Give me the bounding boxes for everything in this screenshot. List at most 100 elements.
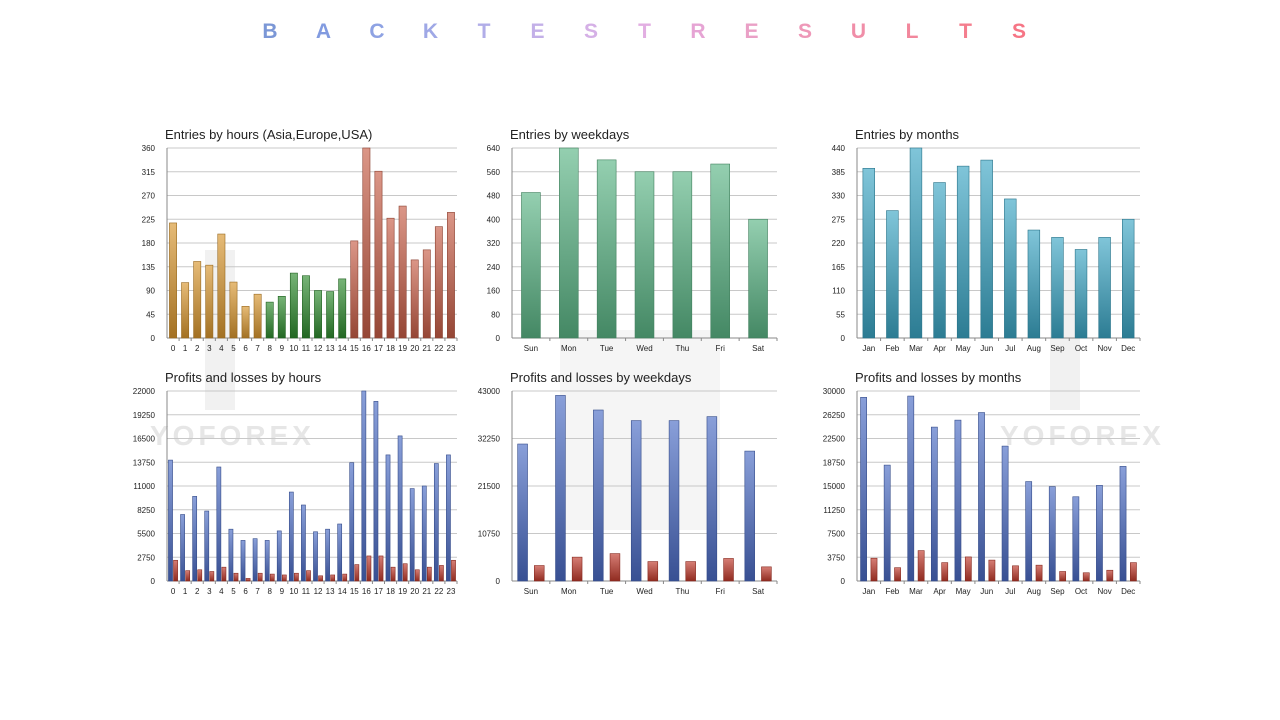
loss-bar bbox=[941, 562, 949, 582]
x-tick-label: 7 bbox=[255, 344, 260, 353]
loss-bar bbox=[330, 574, 336, 582]
y-tick-label: 80 bbox=[491, 310, 500, 319]
loss-bar bbox=[378, 555, 384, 582]
bar bbox=[596, 159, 617, 339]
y-tick-label: 275 bbox=[832, 215, 846, 224]
y-tick-label: 135 bbox=[142, 263, 156, 272]
y-tick-label: 0 bbox=[496, 334, 501, 343]
chart-title: Profits and losses by hours bbox=[165, 370, 322, 385]
x-tick-label: Jun bbox=[980, 587, 993, 596]
x-tick-label: Apr bbox=[933, 587, 946, 596]
x-tick-label: 22 bbox=[434, 344, 443, 353]
loss-bar bbox=[534, 565, 545, 582]
bar bbox=[217, 233, 226, 339]
loss-bar bbox=[245, 578, 251, 582]
loss-bar bbox=[439, 565, 444, 582]
bar bbox=[447, 212, 455, 339]
x-tick-label: 17 bbox=[374, 344, 383, 353]
x-tick-label: 6 bbox=[243, 344, 248, 353]
profit-bar bbox=[907, 395, 915, 582]
loss-bar bbox=[894, 567, 901, 582]
y-tick-label: 360 bbox=[142, 144, 156, 153]
x-tick-label: Thu bbox=[675, 587, 689, 596]
x-tick-label: Jul bbox=[1005, 344, 1015, 353]
loss-bar bbox=[723, 558, 734, 582]
profit-bar bbox=[276, 530, 282, 582]
x-tick-label: 23 bbox=[447, 344, 456, 353]
y-tick-label: 330 bbox=[832, 192, 846, 201]
x-tick-label: 20 bbox=[410, 344, 419, 353]
title-letter: S bbox=[583, 20, 599, 43]
x-tick-label: 8 bbox=[267, 344, 272, 353]
profit-bar bbox=[385, 454, 391, 582]
x-tick-label: 19 bbox=[398, 587, 407, 596]
title-letter: T bbox=[959, 20, 972, 43]
bar bbox=[386, 217, 395, 339]
profit-bar bbox=[421, 485, 427, 582]
loss-bar bbox=[647, 561, 659, 582]
x-tick-label: 22 bbox=[434, 587, 443, 596]
bar bbox=[422, 249, 431, 339]
bar bbox=[1074, 249, 1088, 339]
x-tick-label: 4 bbox=[219, 587, 224, 596]
x-tick-label: 11 bbox=[302, 344, 311, 353]
loss-bar bbox=[366, 555, 372, 582]
entries-by-hours-chart: Entries by hours (Asia,Europe,USA)045901… bbox=[142, 127, 458, 353]
x-tick-label: 1 bbox=[183, 344, 188, 353]
loss-bar bbox=[964, 556, 972, 582]
bar bbox=[634, 171, 655, 339]
chart-title: Profits and losses by weekdays bbox=[510, 370, 692, 385]
y-tick-label: 180 bbox=[142, 239, 156, 248]
chart-title: Profits and losses by months bbox=[855, 370, 1022, 385]
y-tick-label: 240 bbox=[487, 263, 501, 272]
y-tick-label: 26250 bbox=[823, 411, 846, 420]
title-letter: T bbox=[638, 20, 651, 43]
entries-by-weekdays-chart: Entries by weekdays 0 80 160 240 320 400 480 560… bbox=[487, 127, 778, 353]
y-tick-label: 315 bbox=[142, 168, 156, 177]
y-tick-label: 160 bbox=[487, 287, 501, 296]
x-tick-label: Sat bbox=[752, 344, 765, 353]
profits-losses-by-months-chart: Profits and losses by months 0 3750 7500 112… bbox=[823, 370, 1141, 596]
x-tick-label: Jun bbox=[980, 344, 993, 353]
bar bbox=[338, 278, 347, 339]
bar bbox=[1098, 237, 1111, 339]
x-tick-label: Thu bbox=[675, 344, 689, 353]
profit-bar bbox=[1072, 496, 1080, 582]
bar bbox=[350, 240, 359, 339]
x-tick-label: Feb bbox=[885, 344, 899, 353]
x-tick-label: 16 bbox=[362, 344, 371, 353]
bar bbox=[302, 275, 310, 339]
bar bbox=[710, 163, 730, 339]
x-tick-label: Apr bbox=[933, 344, 946, 353]
y-tick-label: 8250 bbox=[137, 506, 155, 515]
loss-bar bbox=[1035, 564, 1043, 582]
profit-bar bbox=[168, 459, 173, 582]
profit-bar bbox=[240, 540, 246, 582]
y-tick-label: 640 bbox=[487, 144, 501, 153]
bar bbox=[169, 222, 177, 339]
title-letter: B bbox=[262, 20, 278, 43]
bar bbox=[862, 167, 875, 339]
x-tick-label: 9 bbox=[280, 344, 285, 353]
profit-bar bbox=[1025, 481, 1033, 582]
x-tick-label: 8 bbox=[267, 587, 272, 596]
x-tick-label: Tue bbox=[600, 344, 614, 353]
loss-bar bbox=[988, 559, 996, 582]
y-tick-label: 0 bbox=[151, 334, 156, 343]
title-letter: R bbox=[690, 20, 706, 43]
profit-bar bbox=[1048, 486, 1056, 582]
y-tick-label: 21500 bbox=[478, 482, 501, 491]
y-tick-label: 400 bbox=[487, 215, 501, 224]
x-tick-label: Tue bbox=[600, 587, 614, 596]
x-tick-label: 13 bbox=[326, 344, 335, 353]
x-tick-label: Sun bbox=[524, 344, 538, 353]
loss-bar bbox=[1082, 572, 1090, 582]
loss-bar bbox=[451, 559, 456, 582]
x-tick-label: Mon bbox=[561, 344, 577, 353]
bar bbox=[1122, 218, 1135, 339]
x-tick-label: Dec bbox=[1121, 587, 1135, 596]
bar bbox=[277, 296, 286, 339]
y-tick-label: 45 bbox=[146, 310, 155, 319]
profit-bar bbox=[313, 531, 318, 582]
x-tick-label: 15 bbox=[350, 587, 359, 596]
